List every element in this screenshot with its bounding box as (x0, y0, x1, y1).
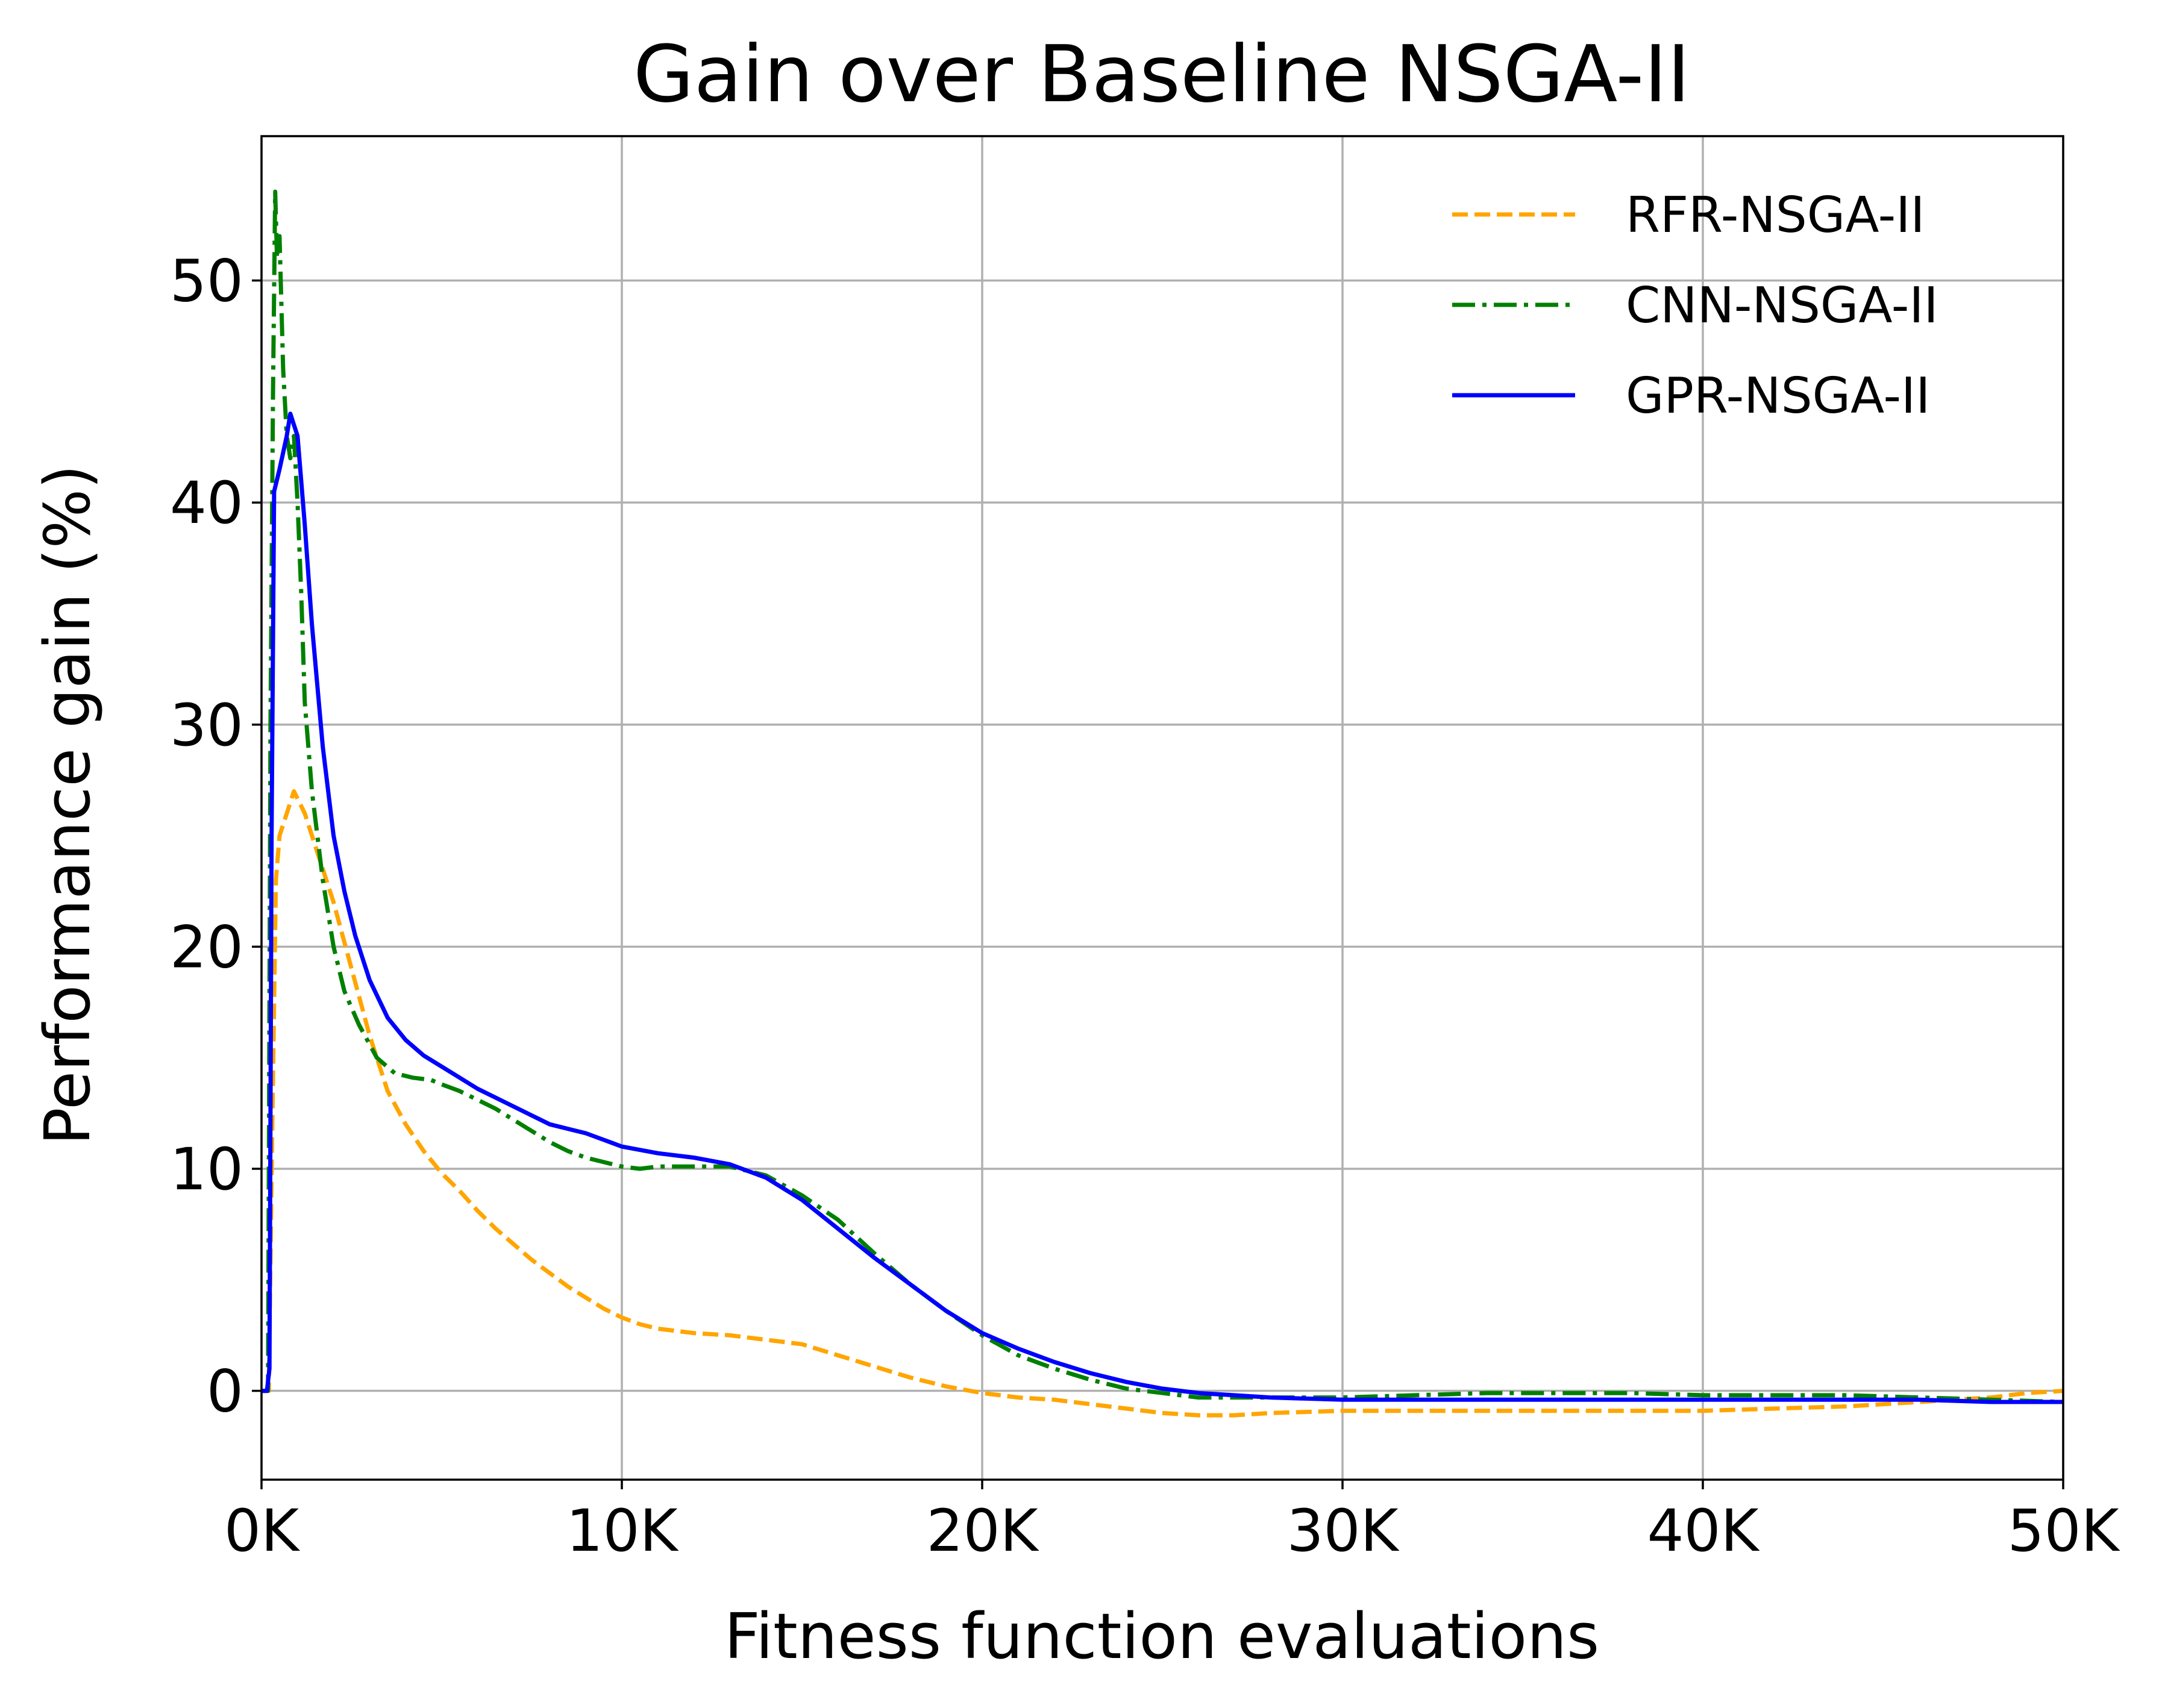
legend-label: CNN-NSGA-II (1626, 277, 1938, 334)
chart-title: Gain over Baseline NSGA-II (633, 28, 1690, 120)
y-tick-label: 40 (170, 469, 243, 537)
x-tick-label: 0K (224, 1497, 300, 1565)
y-tick-label: 10 (170, 1136, 243, 1203)
y-tick-label: 50 (170, 248, 243, 315)
x-axis-label: Fitness function evaluations (724, 1600, 1599, 1673)
legend-label: GPR-NSGA-II (1626, 368, 1930, 425)
x-tick-label: 50K (2007, 1497, 2120, 1565)
x-tick-label: 10K (566, 1497, 678, 1565)
legend-label: RFR-NSGA-II (1626, 187, 1925, 244)
x-tick-label: 40K (1647, 1497, 1759, 1565)
y-axis-ticks: 0 10 20 30 40 50 (170, 248, 262, 1425)
y-axis-label: Performance gain (%) (31, 465, 104, 1145)
x-tick-label: 20K (926, 1497, 1039, 1565)
plot-frame (260, 135, 2064, 1481)
series-lines (262, 189, 2064, 1418)
x-axis-ticks: 0K 10K 20K 30K 40K 50K (224, 1480, 2120, 1565)
y-tick-label: 20 (170, 913, 243, 981)
y-tick-label: 30 (170, 692, 243, 759)
series-line-rfr-nsga-ii (262, 789, 2064, 1418)
y-tick-label: 0 (207, 1358, 243, 1425)
grid (260, 136, 2064, 1480)
series-line-gpr-nsga-ii (262, 411, 2063, 1404)
x-tick-label: 30K (1286, 1497, 1399, 1565)
legend: RFR-NSGA-II CNN-NSGA-II GPR-NSGA-II (1452, 187, 1938, 425)
